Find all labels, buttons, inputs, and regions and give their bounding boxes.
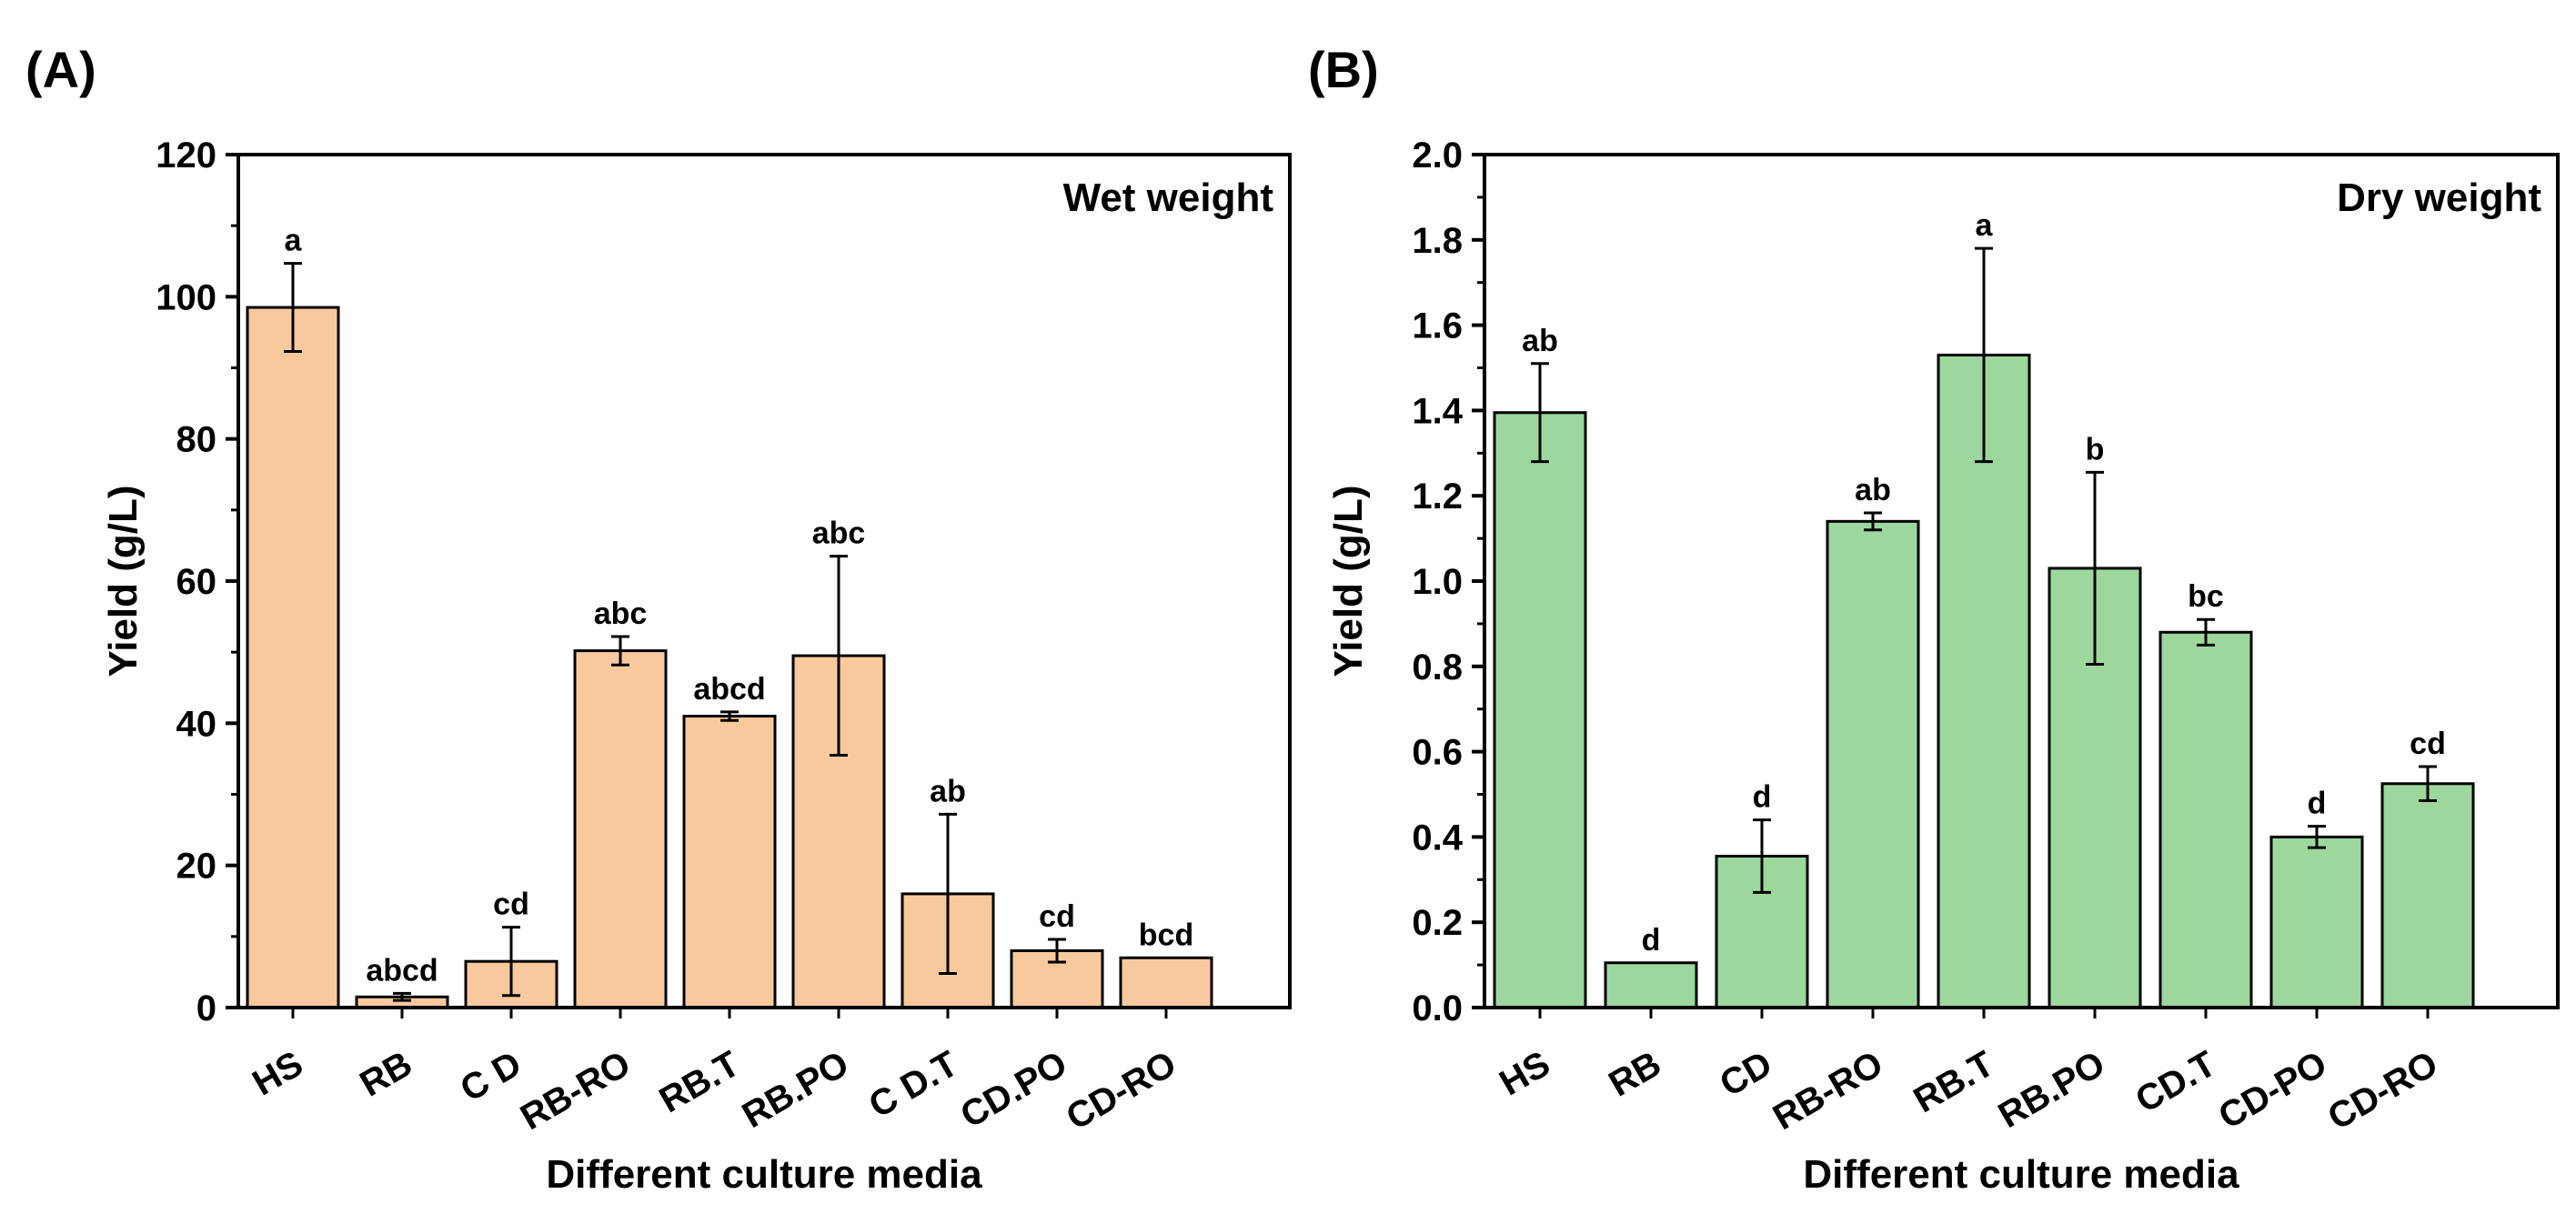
panel-label: (B) [1308, 41, 1379, 98]
y-tick-label: 60 [176, 562, 217, 602]
y-tick-label: 20 [176, 847, 217, 887]
y-tick-label: 40 [176, 704, 217, 744]
y-tick-label: 0.4 [1412, 818, 1463, 858]
category-label: RB-RO [1766, 1044, 1890, 1139]
y-tick-label: 1.0 [1412, 562, 1463, 602]
category-label: C D.T [862, 1044, 964, 1126]
y-tick-label: 80 [176, 420, 217, 460]
y-tick-label: 1.8 [1412, 221, 1463, 261]
panel-b: (B) ab HS d RB d CD ab RB-RO a RB.T b RB.PO bc CD.T d CD… [1308, 41, 2560, 1197]
significance-label: abcd [693, 672, 765, 707]
significance-label: abcd [366, 953, 438, 988]
y-tick-label: 100 [156, 277, 216, 317]
x-axis-title: Different culture media [1803, 1152, 2239, 1197]
significance-label: abc [594, 597, 648, 631]
category-label: CD.PO [954, 1044, 1074, 1136]
category-label: C D [454, 1044, 528, 1110]
bar [1493, 411, 1587, 1009]
category-label: CD-RO [2321, 1044, 2445, 1139]
significance-label: bc [2188, 579, 2224, 614]
bar [2158, 630, 2253, 1009]
significance-label: d [2308, 787, 2327, 821]
y-tick-label: 0.8 [1412, 647, 1463, 687]
y-tick-label: 2.0 [1412, 135, 1463, 176]
y-tick-label: 1.4 [1412, 391, 1463, 431]
y-tick-label: 0.2 [1412, 903, 1463, 943]
chart-title: Wet weight [1063, 176, 1274, 220]
significance-label: bcd [1139, 918, 1193, 952]
significance-label: d [1642, 923, 1661, 958]
category-label: RB.T [1907, 1044, 2001, 1121]
significance-label: a [285, 224, 303, 258]
significance-label: a [1976, 208, 1994, 243]
chart-title: Dry weight [2337, 176, 2541, 220]
bar [246, 306, 340, 1009]
category-label: RB.PO [1992, 1044, 2112, 1136]
bar [573, 649, 668, 1009]
bar [1826, 519, 1920, 1009]
significance-label: abc [812, 517, 866, 551]
bar [2380, 782, 2475, 1009]
category-label: RB-RO [514, 1044, 638, 1139]
bar [2269, 835, 2364, 1009]
bar [1604, 961, 1698, 1009]
significance-label: cd [1039, 899, 1075, 934]
significance-label: d [1753, 780, 1772, 815]
category-label: HS [246, 1044, 309, 1104]
category-label: RB.T [653, 1044, 747, 1121]
y-tick-label: 0 [196, 988, 216, 1028]
category-label: RB.PO [736, 1044, 856, 1136]
bar [682, 715, 777, 1009]
significance-label: b [2086, 432, 2105, 467]
category-label: CD-RO [1060, 1044, 1183, 1139]
y-axis-title: Yield (g/L) [101, 485, 146, 677]
category-label: CD-PO [2212, 1044, 2334, 1138]
y-tick-label: 1.6 [1412, 306, 1463, 346]
category-label: CD.T [2129, 1044, 2223, 1121]
y-tick-label: 120 [156, 135, 216, 176]
bar [1119, 956, 1213, 1009]
panel-label: (A) [25, 41, 96, 98]
y-tick-label: 0.6 [1412, 733, 1463, 773]
category-label: RB [1602, 1044, 1667, 1105]
significance-label: ab [930, 774, 966, 808]
significance-label: cd [493, 888, 529, 922]
significance-label: ab [1855, 473, 1891, 507]
category-label: HS [1493, 1044, 1556, 1104]
category-label: CD [1713, 1044, 1778, 1105]
x-axis-title: Different culture media [546, 1152, 982, 1197]
significance-label: ab [1522, 324, 1558, 358]
y-tick-label: 0.0 [1412, 988, 1463, 1028]
significance-label: cd [2410, 727, 2446, 761]
y-axis-title: Yield (g/L) [1326, 485, 1371, 677]
category-label: RB [353, 1044, 418, 1105]
y-tick-label: 1.2 [1412, 477, 1463, 517]
